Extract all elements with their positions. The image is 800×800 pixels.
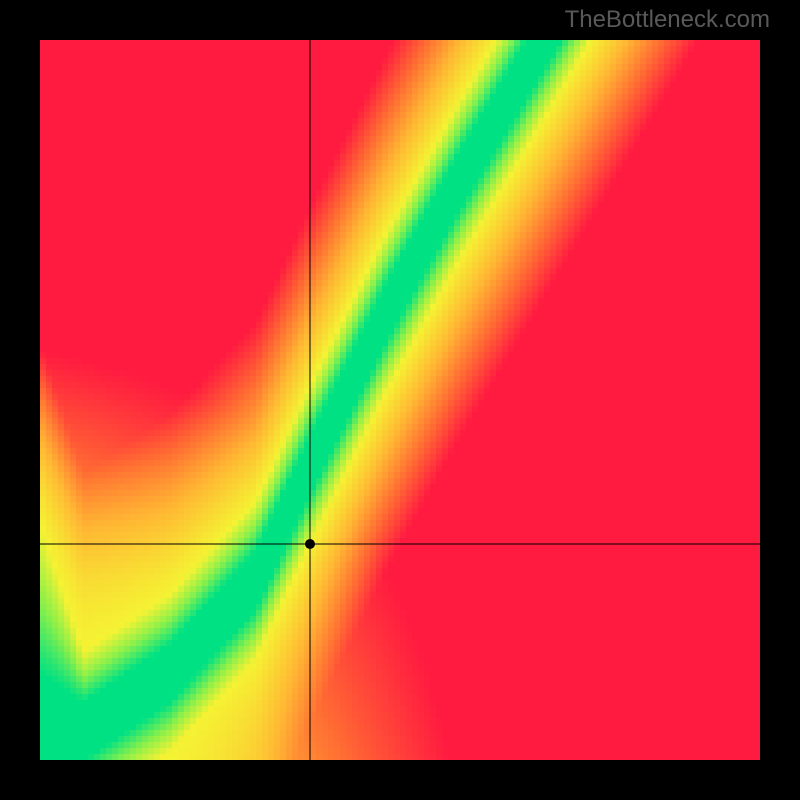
bottleneck-heatmap	[40, 40, 760, 760]
chart-container: { "watermark": { "text": "TheBottleneck.…	[0, 0, 800, 800]
watermark-label: TheBottleneck.com	[565, 6, 770, 34]
